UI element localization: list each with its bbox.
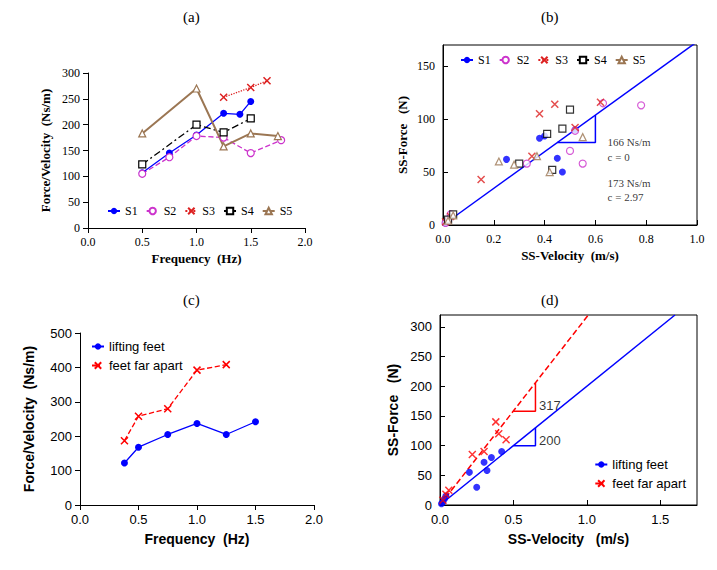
svg-text:2.0: 2.0: [305, 512, 323, 527]
svg-text:S2: S2: [517, 53, 530, 67]
svg-text:1.0: 1.0: [189, 235, 204, 249]
svg-text:150: 150: [410, 408, 432, 423]
svg-text:300: 300: [50, 394, 72, 409]
svg-text:200: 200: [539, 433, 561, 448]
svg-text:50: 50: [68, 195, 80, 209]
svg-text:c = 0: c = 0: [608, 151, 631, 163]
svg-text:173 Ns/m: 173 Ns/m: [608, 177, 652, 189]
svg-text:1.5: 1.5: [246, 512, 264, 527]
svg-text:0: 0: [65, 498, 72, 513]
svg-text:SS-Velocity (m/s): SS-Velocity (m/s): [521, 248, 619, 263]
svg-text:S3: S3: [202, 204, 215, 218]
svg-text:lifting feet: lifting feet: [109, 339, 165, 354]
svg-text:0.6: 0.6: [588, 232, 603, 246]
svg-text:0.4: 0.4: [537, 232, 552, 246]
svg-text:0.0: 0.0: [71, 512, 89, 527]
svg-text:50: 50: [423, 165, 435, 179]
svg-text:1.0: 1.0: [578, 512, 596, 527]
svg-text:S2: S2: [164, 204, 177, 218]
svg-text:feet far apart: feet far apart: [612, 476, 686, 491]
svg-text:S1: S1: [478, 53, 491, 67]
svg-text:100: 100: [417, 112, 435, 126]
svg-text:0: 0: [74, 221, 80, 235]
svg-text:250: 250: [410, 349, 432, 364]
svg-text:200: 200: [410, 379, 432, 394]
svg-text:0.0: 0.0: [431, 512, 449, 527]
svg-text:Force/Velocity (Ns/m): Force/Velocity (Ns/m): [21, 346, 37, 492]
svg-text:100: 100: [62, 169, 80, 183]
svg-text:0.5: 0.5: [129, 512, 147, 527]
svg-text:1.0: 1.0: [188, 512, 206, 527]
svg-text:0.5: 0.5: [504, 512, 522, 527]
svg-text:100: 100: [410, 438, 432, 453]
svg-text:0.0: 0.0: [436, 232, 451, 246]
svg-text:1.5: 1.5: [243, 235, 258, 249]
svg-text:200: 200: [62, 118, 80, 132]
svg-text:300: 300: [62, 66, 80, 80]
svg-text:Force/Velocity (Ns/m): Force/Velocity (Ns/m): [38, 89, 53, 212]
svg-text:feet far apart: feet far apart: [109, 358, 183, 373]
svg-text:SS-Force (N): SS-Force (N): [385, 364, 401, 457]
svg-text:100: 100: [50, 463, 72, 478]
svg-text:2.0: 2.0: [298, 235, 313, 249]
svg-text:0.0: 0.0: [81, 235, 96, 249]
svg-text:SS-Velocity (m/s): SS-Velocity (m/s): [508, 531, 629, 547]
svg-text:(b): (b): [541, 9, 559, 26]
svg-text:250: 250: [62, 92, 80, 106]
svg-text:300: 300: [410, 319, 432, 334]
svg-text:317: 317: [539, 398, 561, 413]
svg-text:(d): (d): [541, 292, 559, 309]
svg-text:166 Ns/m: 166 Ns/m: [608, 136, 652, 148]
svg-text:S4: S4: [241, 204, 254, 218]
svg-text:0.5: 0.5: [135, 235, 150, 249]
svg-text:50: 50: [418, 468, 432, 483]
svg-text:0.2: 0.2: [486, 232, 501, 246]
svg-text:400: 400: [50, 360, 72, 375]
svg-text:(a): (a): [183, 9, 200, 26]
svg-text:150: 150: [417, 59, 435, 73]
svg-text:S3: S3: [555, 53, 568, 67]
svg-text:S5: S5: [633, 53, 646, 67]
svg-text:0: 0: [425, 498, 432, 513]
svg-text:500: 500: [50, 326, 72, 341]
svg-text:Frequency (Hz): Frequency (Hz): [144, 531, 249, 547]
svg-text:S1: S1: [125, 204, 138, 218]
svg-text:150: 150: [62, 144, 80, 158]
svg-text:0: 0: [429, 218, 435, 232]
svg-text:c = 2.97: c = 2.97: [608, 191, 644, 203]
svg-text:1.5: 1.5: [651, 512, 669, 527]
svg-text:Frequency (Hz): Frequency (Hz): [151, 251, 241, 266]
svg-text:(c): (c): [183, 292, 200, 309]
svg-text:lifting feet: lifting feet: [612, 457, 668, 472]
svg-text:SS-Force (N): SS-Force (N): [395, 96, 410, 174]
svg-text:S4: S4: [594, 53, 607, 67]
svg-text:0.8: 0.8: [639, 232, 654, 246]
svg-text:S5: S5: [280, 204, 293, 218]
svg-text:1.0: 1.0: [690, 232, 705, 246]
svg-text:200: 200: [50, 429, 72, 444]
